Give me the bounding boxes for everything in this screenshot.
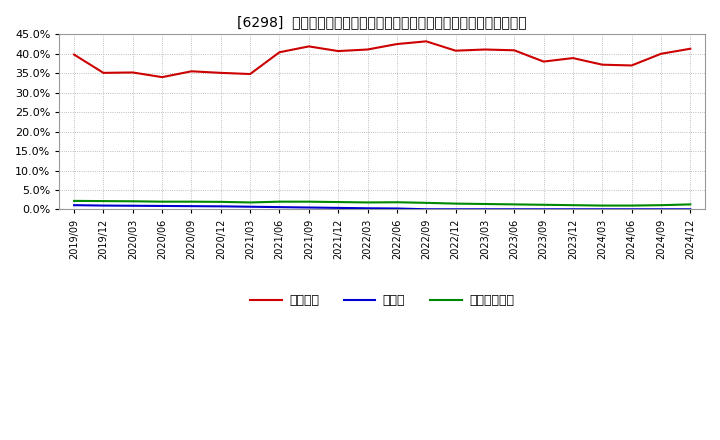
のれん	[569, 207, 577, 212]
Line: のれん: のれん	[74, 205, 690, 209]
のれん	[686, 207, 695, 212]
のれん	[187, 204, 196, 209]
繰延税金資産	[334, 199, 343, 205]
自己資本	[246, 71, 254, 77]
自己資本	[305, 44, 313, 49]
自己資本	[422, 39, 431, 44]
自己資本	[392, 41, 401, 47]
繰延税金資産	[451, 201, 460, 206]
のれん	[392, 206, 401, 211]
自己資本	[187, 69, 196, 74]
自己資本	[657, 51, 665, 56]
Line: 自己資本: 自己資本	[74, 41, 690, 77]
自己資本	[158, 74, 166, 80]
のれん	[217, 204, 225, 209]
繰延税金資産	[422, 200, 431, 205]
繰延税金資産	[392, 200, 401, 205]
自己資本	[275, 50, 284, 55]
のれん	[480, 207, 489, 212]
繰延税金資産	[657, 202, 665, 208]
自己資本	[334, 48, 343, 54]
のれん	[70, 202, 78, 208]
繰延税金資産	[569, 202, 577, 208]
自己資本	[451, 48, 460, 53]
のれん	[510, 207, 518, 212]
自己資本	[217, 70, 225, 76]
のれん	[158, 203, 166, 209]
Legend: 自己資本, のれん, 繰延税金資産: 自己資本, のれん, 繰延税金資産	[246, 289, 519, 312]
自己資本	[686, 46, 695, 51]
のれん	[99, 203, 108, 208]
自己資本	[627, 63, 636, 68]
繰延税金資産	[99, 198, 108, 204]
自己資本	[510, 48, 518, 53]
繰延税金資産	[158, 199, 166, 204]
のれん	[128, 203, 137, 209]
のれん	[598, 207, 607, 212]
繰延税金資産	[128, 198, 137, 204]
自己資本	[128, 70, 137, 75]
繰延税金資産	[510, 202, 518, 207]
自己資本	[99, 70, 108, 76]
のれん	[451, 207, 460, 212]
Line: 繰延税金資産: 繰延税金資産	[74, 201, 690, 205]
Title: [6298]  自己資本、のれん、繰延税金資産の総資産に対する比率の推移: [6298] 自己資本、のれん、繰延税金資産の総資産に対する比率の推移	[238, 15, 527, 29]
のれん	[275, 205, 284, 210]
繰延税金資産	[275, 199, 284, 204]
繰延税金資産	[363, 200, 372, 205]
のれん	[334, 205, 343, 210]
自己資本	[569, 55, 577, 61]
繰延税金資産	[598, 203, 607, 208]
繰延税金資産	[70, 198, 78, 204]
自己資本	[539, 59, 548, 64]
繰延税金資産	[217, 199, 225, 205]
繰延税金資産	[305, 199, 313, 204]
繰延税金資産	[480, 202, 489, 207]
のれん	[305, 205, 313, 210]
自己資本	[70, 52, 78, 57]
のれん	[657, 207, 665, 212]
繰延税金資産	[246, 200, 254, 205]
のれん	[363, 205, 372, 211]
繰延税金資産	[627, 203, 636, 208]
自己資本	[363, 47, 372, 52]
自己資本	[598, 62, 607, 67]
繰延税金資産	[187, 199, 196, 204]
のれん	[627, 207, 636, 212]
のれん	[539, 207, 548, 212]
繰延税金資産	[686, 202, 695, 207]
自己資本	[480, 47, 489, 52]
のれん	[246, 204, 254, 209]
繰延税金資産	[539, 202, 548, 207]
のれん	[422, 207, 431, 212]
